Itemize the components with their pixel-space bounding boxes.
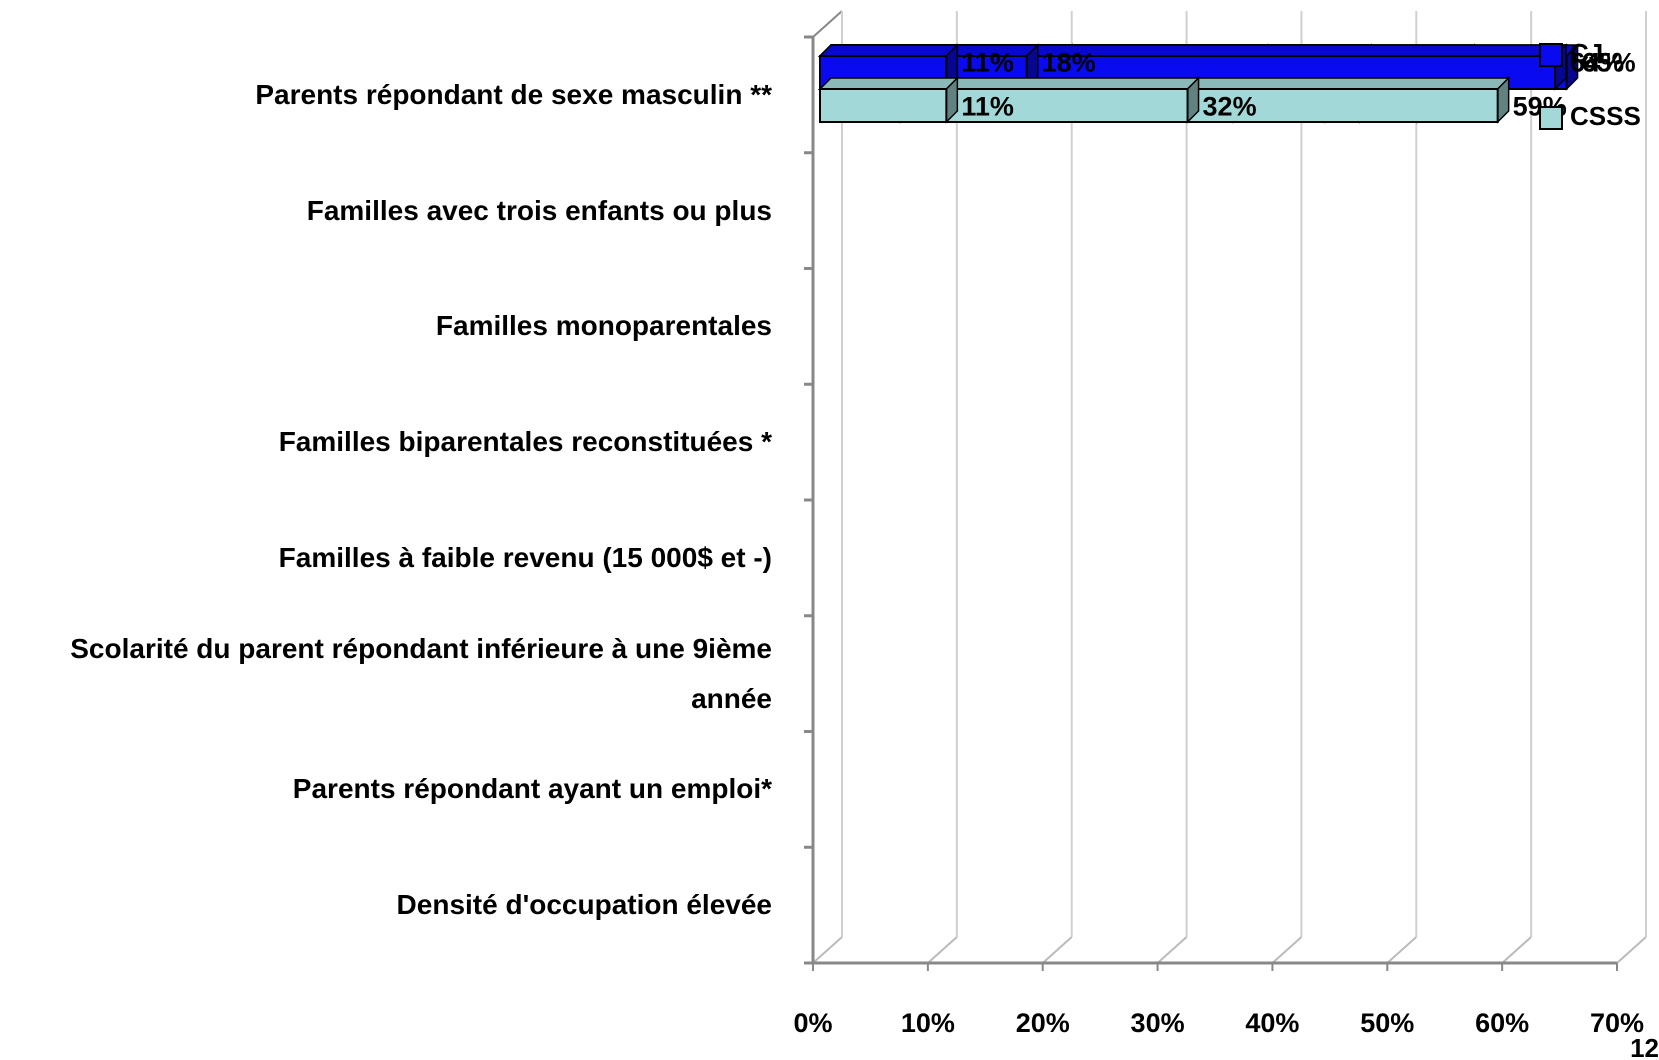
value-label: 18%	[1042, 48, 1096, 78]
x-tick-label: 20%	[1016, 1008, 1070, 1038]
category-label: Densité d'occupation élevée	[396, 889, 772, 921]
value-label: 32%	[1203, 92, 1257, 122]
bar	[819, 88, 948, 123]
grid-floor	[1271, 936, 1303, 964]
grid-floor	[1616, 936, 1647, 964]
x-tick-label: 60%	[1475, 1008, 1529, 1038]
category-label: Parents répondant de sexe masculin **	[255, 78, 772, 110]
bar-top	[818, 44, 960, 57]
page-number: 12	[1630, 1033, 1659, 1060]
value-label: 11%	[961, 92, 1014, 122]
grid-floor	[1386, 936, 1417, 964]
x-tick-label: 50%	[1360, 1008, 1414, 1038]
grid-floor	[1042, 936, 1073, 964]
grid-floor	[1156, 936, 1188, 964]
wall-edge	[812, 10, 843, 38]
x-tick-label: 70%	[1590, 1008, 1644, 1038]
legend-label: CSSS	[1570, 101, 1641, 131]
value-label: 65%	[1582, 48, 1636, 78]
value-label: 64%	[1570, 48, 1624, 78]
category-label: Parents répondant ayant un emploi*	[292, 773, 772, 805]
x-tick-label: 10%	[901, 1008, 955, 1038]
value-label: 11%	[961, 48, 1014, 78]
category-label: Familles avec trois enfants ou plus	[306, 194, 772, 226]
category-label: Scolarité du parent répondant inférieure…	[70, 632, 772, 714]
category-label: Familles à faible revenu (15 000$ et -)	[278, 541, 772, 573]
category-label: Familles biparentales reconstituées *	[278, 426, 772, 458]
x-tick-label: 30%	[1131, 1008, 1185, 1038]
x-tick-label: 0%	[793, 1008, 832, 1038]
category-label: Familles monoparentales	[435, 310, 772, 342]
grid-floor	[927, 936, 958, 964]
legend-swatch	[1539, 106, 1563, 130]
bar-top	[818, 77, 960, 90]
legend-swatch	[1539, 43, 1563, 67]
x-tick-label: 40%	[1245, 1008, 1299, 1038]
legend-label: CJ	[1570, 38, 1603, 68]
grid-floor	[812, 936, 843, 964]
grid-floor	[1501, 936, 1532, 964]
